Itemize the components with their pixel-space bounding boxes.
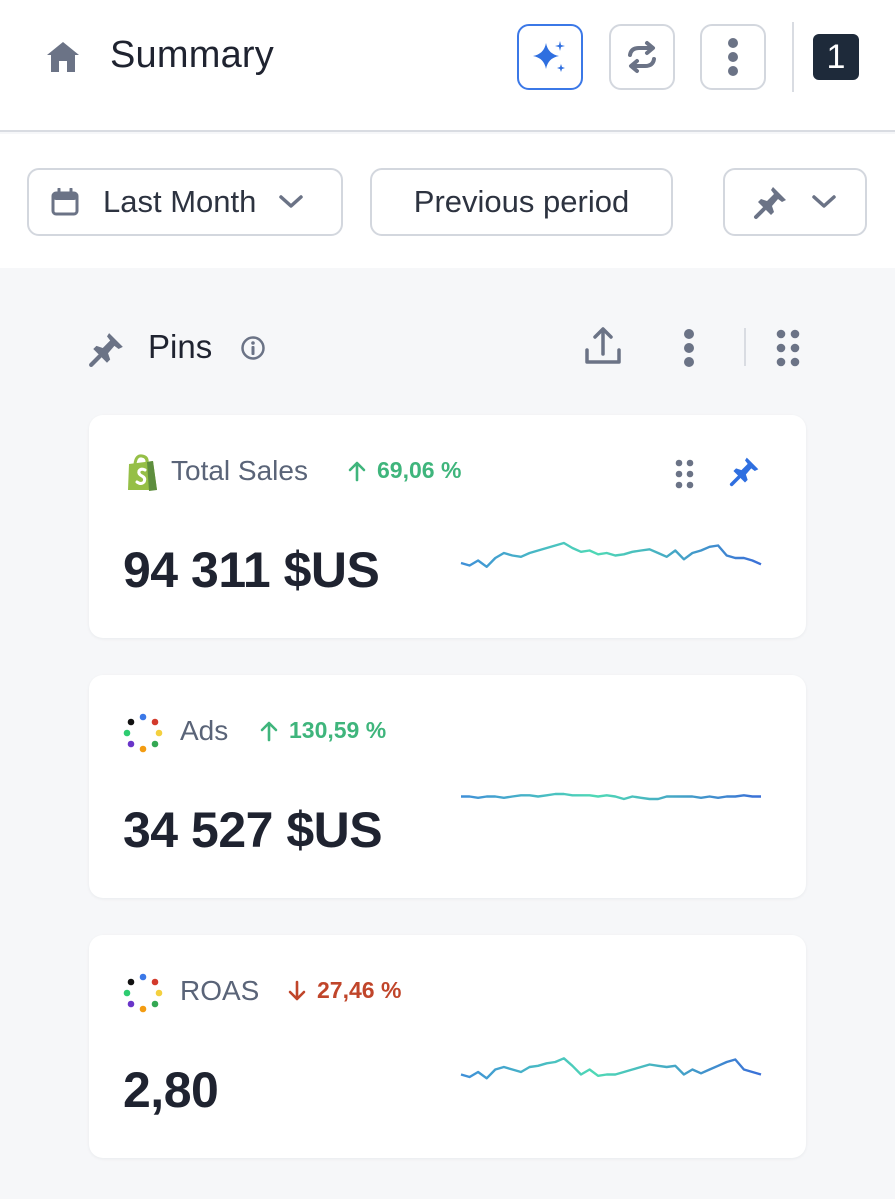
pin-filter-select[interactable] [723, 168, 867, 236]
comparison-period-label: Previous period [413, 184, 630, 219]
metric-card-roas[interactable]: ROAS 27,46 % 2,80 [89, 935, 806, 1158]
pins-section-header: Pins [0, 268, 895, 408]
card-title: ROAS [180, 975, 260, 1006]
trend-indicator: 130,59 % [259, 717, 386, 744]
trend-indicator: 27,46 % [287, 977, 401, 1004]
more-vertical-icon [728, 38, 738, 76]
top-bar: Summary 1 [0, 0, 895, 132]
shopify-icon [128, 454, 157, 491]
arrow-up-icon [348, 461, 366, 481]
sparkline-series [461, 792, 761, 801]
header-divider [792, 22, 794, 92]
card-title: Total Sales [171, 455, 308, 486]
pinned-icon[interactable] [729, 455, 761, 487]
metric-value: 94 311 $US [123, 542, 380, 598]
sparkles-icon [533, 41, 565, 72]
arrow-up-icon [260, 721, 278, 741]
grid-drag-icon[interactable] [776, 328, 800, 368]
pin-icon [89, 333, 123, 367]
export-icon[interactable] [584, 326, 622, 366]
date-range-label: Last Month [103, 184, 257, 219]
calendar-icon [51, 188, 79, 216]
trend-value: 27,46 % [317, 977, 402, 1003]
metric-card-ads[interactable]: Ads 130,59 % 34 527 $US [89, 675, 806, 898]
ai-assistant-button[interactable] [517, 24, 583, 90]
trend-value: 130,59 % [289, 717, 387, 743]
info-icon[interactable] [240, 335, 266, 361]
comparison-period-button[interactable]: Previous period [370, 168, 673, 236]
filter-bar: Last Month Previous period [0, 134, 895, 268]
refresh-button[interactable] [609, 24, 675, 90]
metric-card-total-sales[interactable]: Total Sales 69,06 % 94 311 $US [89, 415, 806, 638]
section-divider [744, 328, 746, 366]
more-vertical-icon[interactable] [680, 328, 698, 368]
home-icon[interactable] [44, 38, 82, 76]
ads-dots-icon [123, 973, 163, 1013]
ads-dots-icon [123, 713, 163, 753]
card-title: Ads [180, 715, 229, 746]
date-range-select[interactable]: Last Month [27, 168, 343, 236]
notification-count-badge[interactable]: 1 [813, 34, 859, 80]
arrow-down-icon [288, 980, 306, 1000]
drag-handle-icon[interactable] [675, 459, 695, 489]
sparkline-chart [460, 1057, 762, 1080]
chevron-down-icon [812, 195, 836, 208]
sparkline-series [460, 1057, 762, 1080]
sparkline-chart [460, 541, 762, 568]
section-title: Pins [148, 328, 213, 365]
trend-value: 69,06 % [377, 457, 462, 483]
more-options-button[interactable] [700, 24, 766, 90]
sparkline-series [460, 541, 762, 568]
pin-icon [754, 187, 786, 219]
chevron-down-icon [279, 195, 304, 208]
metric-value: 34 527 $US [123, 802, 383, 858]
sparkline-chart [461, 792, 761, 801]
metric-value: 2,80 [123, 1062, 219, 1118]
trend-indicator: 69,06 % [347, 457, 461, 484]
page-title: Summary [110, 34, 274, 76]
refresh-icon [628, 41, 656, 73]
